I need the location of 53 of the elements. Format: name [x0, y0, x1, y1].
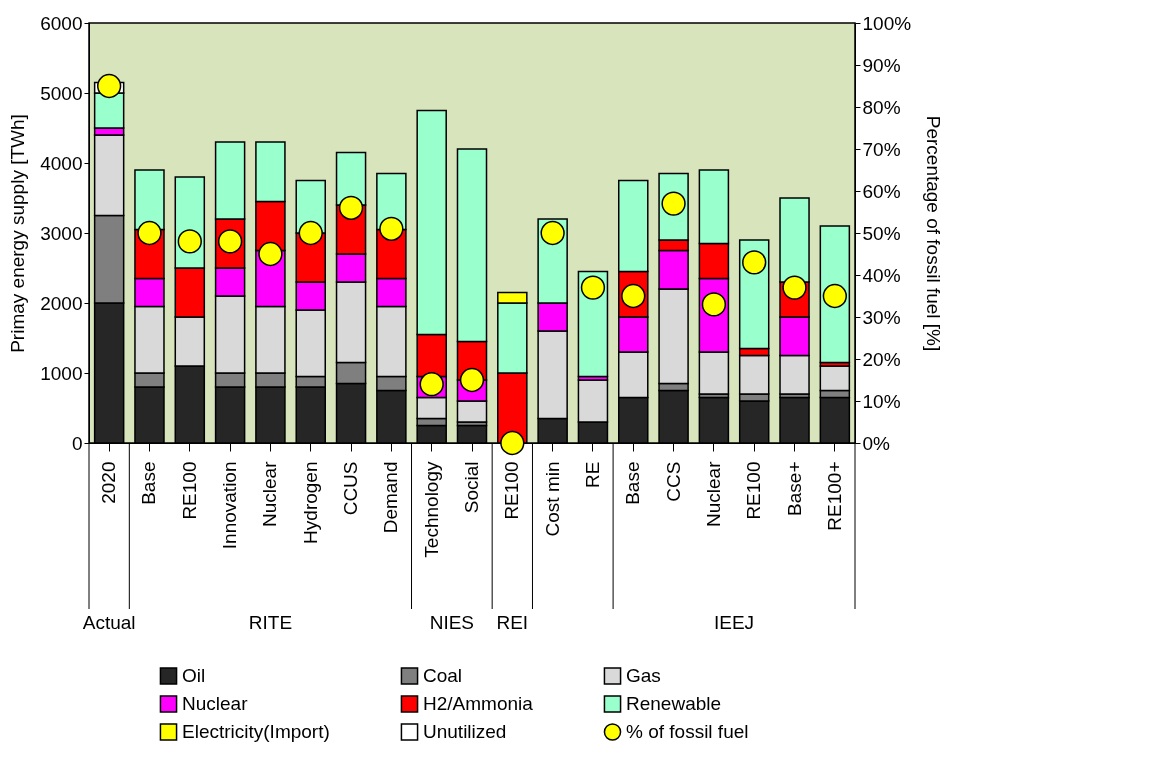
text: REI	[496, 612, 529, 633]
legend-label: Nuclear	[182, 693, 249, 714]
y2-tick-label: 50%	[862, 222, 901, 244]
legend-label: Electricity(Import)	[182, 721, 330, 742]
legend-label: Oil	[182, 665, 206, 686]
legend-label: Renewable	[626, 693, 722, 714]
y2-tick-label: 100%	[862, 12, 912, 34]
x-tick-label: CCUS	[340, 461, 362, 516]
y2-tick-label: 70%	[862, 138, 901, 160]
legend-label: % of fossil fuel	[626, 721, 749, 742]
x-tick-label: Social	[461, 461, 482, 514]
y2-tick-label: 30%	[862, 306, 901, 328]
legend-label: Coal	[423, 665, 463, 686]
x-tick-label: RE100	[178, 461, 200, 520]
x-tick-label: Nuclear	[259, 460, 281, 527]
y-tick-label: 4000	[40, 152, 83, 174]
y2-tick-label: 10%	[862, 390, 901, 412]
y2-axis-title: Percentage of fossil fuel [%]	[923, 115, 945, 352]
x-tick-label: Demand	[380, 461, 402, 534]
y-tick-label: 6000	[40, 12, 83, 34]
y-tick-label: 2000	[40, 292, 83, 314]
x-tick-label: RE100	[743, 461, 765, 520]
x-tick-label: Technology	[420, 461, 442, 558]
x-tick-label: Innovation	[219, 461, 241, 550]
legend-label: Unutilized	[423, 721, 507, 742]
y2-tick-label: 90%	[862, 54, 901, 76]
x-tick-label: Nuclear	[702, 460, 724, 527]
y2-tick-label: 60%	[862, 180, 901, 202]
x-tick-label: RE	[581, 461, 603, 488]
y-tick-label: 0	[71, 432, 83, 454]
x-tick-label: CCS	[662, 461, 684, 502]
text: IEEJ	[713, 612, 755, 633]
y2-tick-label: 0%	[862, 432, 891, 454]
legend-label: Gas	[626, 665, 661, 686]
y-tick-label: 1000	[40, 362, 83, 384]
x-tick-label: Base	[138, 461, 160, 505]
text: RITE	[248, 612, 293, 633]
y-tick-label: 5000	[40, 82, 83, 104]
x-tick-label: RE100+	[823, 461, 845, 531]
x-tick-label: Base+	[783, 461, 805, 516]
x-tick-label: Cost min	[541, 461, 563, 537]
text: NIES	[429, 612, 475, 633]
legend-label: H2/Ammonia	[423, 693, 534, 714]
y-axis-title: Primay energy supply [TWh]	[7, 114, 29, 353]
x-tick-label: 2020	[98, 461, 120, 504]
y2-tick-label: 20%	[862, 348, 901, 370]
x-tick-label: Base	[622, 461, 644, 505]
y2-tick-label: 80%	[862, 96, 901, 118]
y-tick-label: 3000	[40, 222, 83, 244]
x-tick-label: RE100	[501, 461, 523, 520]
text: Actual	[82, 612, 136, 633]
x-tick-label: Hydrogen	[299, 461, 321, 544]
y2-tick-label: 40%	[862, 264, 901, 286]
